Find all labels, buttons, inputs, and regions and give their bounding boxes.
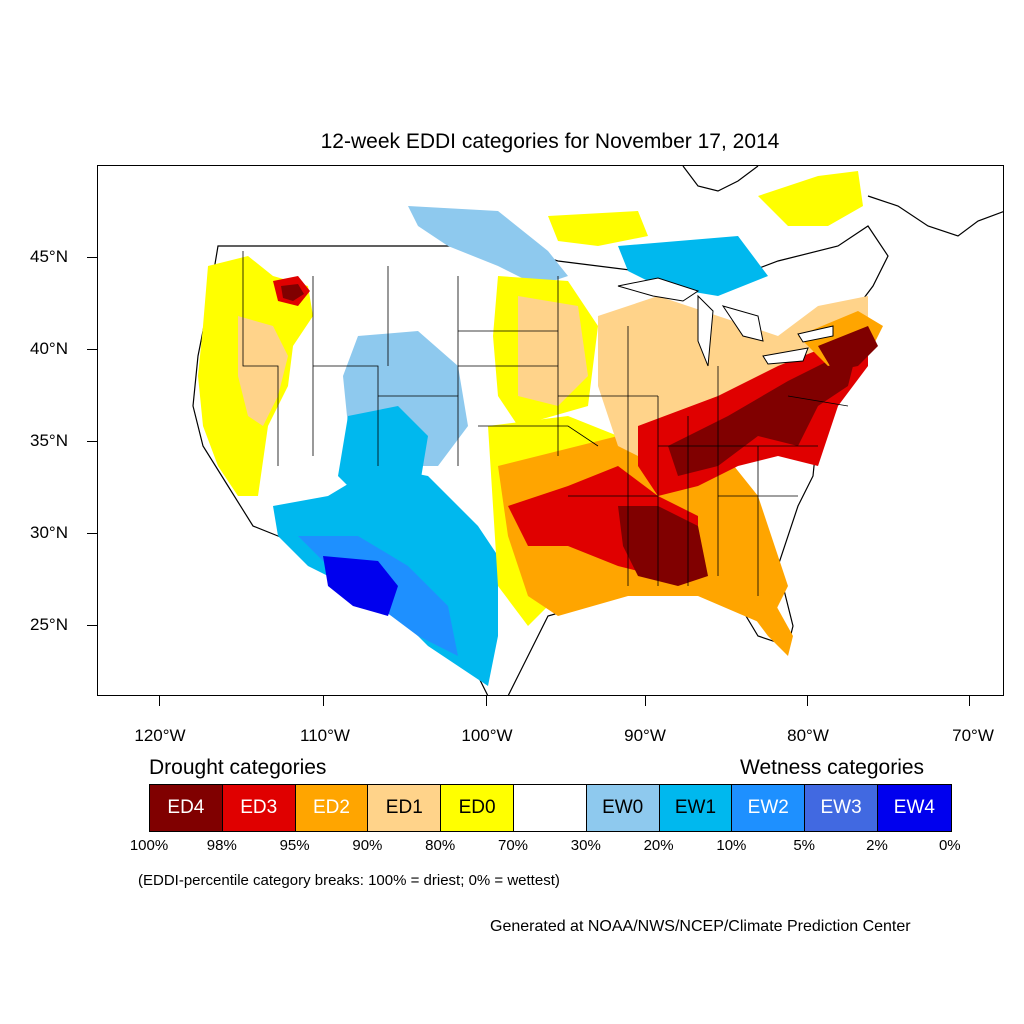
legend-swatch-ew4: EW4 [877, 785, 951, 831]
hudson-coast [682, 166, 1003, 237]
region-ed1-central [518, 296, 588, 406]
map-panel [97, 165, 1004, 696]
great-lakes [617, 277, 834, 367]
break-label: 30% [570, 837, 601, 854]
region-ed4-northeast [818, 326, 878, 371]
break-label: 100% [129, 837, 169, 854]
map-title: 12-week EDDI categories for November 17,… [320, 130, 780, 153]
conus-eddi-map [192, 166, 1003, 695]
lon-tick [323, 696, 324, 706]
lon-label-70w: 70°W [952, 726, 994, 745]
region-ed0-canada [758, 171, 863, 226]
lon-tick [807, 696, 808, 706]
legend-swatch-ed4: ED4 [150, 785, 223, 831]
region-ew0-north [408, 206, 568, 286]
region-ed4-oregon [281, 284, 304, 301]
lat-tick [87, 257, 97, 258]
legend-swatch-ew0: EW0 [586, 785, 660, 831]
lon-tick [645, 696, 646, 706]
lon-label-90w: 90°W [624, 726, 666, 745]
region-ew1-rockies [338, 406, 428, 506]
lat-label-40: 40°N [30, 339, 68, 358]
region-ed2-florida [738, 591, 793, 656]
drought-heading: Drought categories [149, 756, 327, 779]
lon-tick [486, 696, 487, 706]
region-ed1-west [238, 316, 288, 426]
legend-swatch-normal [513, 785, 587, 831]
lat-label-35: 35°N [30, 431, 68, 450]
break-label: 2% [866, 837, 888, 854]
lat-label-45: 45°N [30, 247, 68, 266]
break-label: 80% [425, 837, 456, 854]
lon-label-100w: 100°W [461, 726, 513, 745]
region-ed4-south [618, 506, 708, 586]
break-label: 5% [793, 837, 816, 854]
break-label: 20% [643, 837, 674, 854]
break-label: 95% [279, 837, 310, 854]
break-label: 70% [497, 837, 529, 854]
lat-label-25: 25°N [30, 615, 68, 634]
lat-tick [87, 625, 97, 626]
lon-tick [969, 696, 970, 706]
break-label: 10% [716, 837, 747, 854]
legend-swatch-ed0: ED0 [441, 785, 514, 831]
lat-tick [87, 349, 97, 350]
legend-swatch-ew1: EW1 [659, 785, 733, 831]
legend-swatch-ed2: ED2 [295, 785, 369, 831]
break-label: 90% [352, 837, 383, 854]
region-ed4-east [668, 346, 858, 476]
lat-label-30: 30°N [30, 523, 68, 542]
lon-label-80w: 80°W [787, 726, 829, 745]
region-ed0-ontario [548, 211, 648, 246]
lon-label-110w: 110°W [300, 726, 350, 745]
lat-tick [87, 441, 97, 442]
region-ew4-southwest [323, 556, 398, 616]
category-colorbar: ED4 ED3 ED2 ED1 ED0 EW0 EW1 EW2 EW3 EW4 [149, 784, 952, 832]
lon-tick [159, 696, 160, 706]
credit-line: Generated at NOAA/NWS/NCEP/Climate Predi… [490, 918, 911, 935]
break-label: 98% [206, 837, 237, 854]
legend-swatch-ed1: ED1 [368, 785, 442, 831]
legend-swatch-ew2: EW2 [732, 785, 806, 831]
legend-swatch-ed3: ED3 [222, 785, 296, 831]
lat-tick [87, 533, 97, 534]
breaks-note: (EDDI-percentile category breaks: 100% =… [138, 872, 560, 889]
break-label: 0% [938, 837, 961, 854]
wetness-heading: Wetness categories [740, 756, 925, 779]
state-borders [242, 251, 849, 596]
legend-swatch-ew3: EW3 [805, 785, 878, 831]
lon-label-120w: 120°W [134, 726, 186, 745]
